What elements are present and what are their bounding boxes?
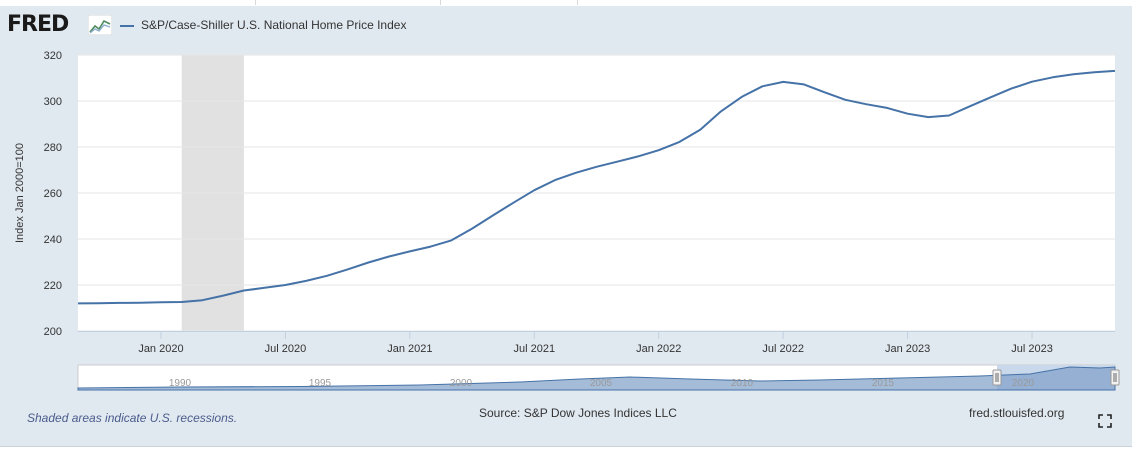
y-axis-label: Index Jan 2000=100 <box>14 143 26 243</box>
data-point <box>1093 71 1095 73</box>
data-point <box>1073 73 1075 75</box>
data-point <box>1114 70 1116 72</box>
navigator-tick-label: 2015 <box>872 378 895 389</box>
legend-label[interactable]: S&P/Case-Shiller U.S. National Home Pric… <box>141 18 407 32</box>
data-point <box>616 161 618 163</box>
toolbar-divider <box>255 0 256 5</box>
data-point <box>990 96 992 98</box>
data-point <box>77 302 79 304</box>
data-point <box>326 275 328 277</box>
fred-logo[interactable]: FRED <box>7 12 69 37</box>
x-tick-label: Jan 2022 <box>636 343 681 355</box>
toolbar-divider <box>577 0 578 5</box>
site-link[interactable]: fred.stlouisfed.org <box>969 406 1065 420</box>
data-point <box>347 268 349 270</box>
data-point <box>699 129 701 131</box>
data-point <box>907 113 909 115</box>
data-point <box>305 280 307 282</box>
data-point <box>264 287 266 289</box>
navigator-handle[interactable] <box>992 369 1002 386</box>
data-point <box>1031 81 1033 83</box>
data-point <box>969 105 971 107</box>
plot-area: 200 220 240 260 280 300 320 Jan 2020 Jul 2020 Jan… <box>44 50 1116 355</box>
y-tick-label: 240 <box>44 234 62 246</box>
data-point <box>471 228 473 230</box>
data-point <box>1010 88 1012 90</box>
data-point <box>886 107 888 109</box>
y-tick-label: 260 <box>44 188 62 200</box>
y-tick-label: 200 <box>44 326 62 338</box>
data-point <box>782 81 784 83</box>
data-point <box>450 239 452 241</box>
x-tick-label: Jan 2020 <box>138 343 183 355</box>
navigator-handle[interactable] <box>1110 369 1120 386</box>
toolbar-divider <box>440 0 441 5</box>
navigator[interactable]: 1990 1995 2000 2005 2010 2015 2020 <box>77 364 1120 391</box>
data-point <box>388 255 390 257</box>
data-point <box>844 99 846 101</box>
x-tick-label: Jul 2020 <box>265 343 307 355</box>
recession-note: Shaded areas indicate U.S. recessions. <box>27 411 238 425</box>
source-note: Source: S&P Dow Jones Indices LLC <box>479 406 677 420</box>
navigator-tick-label: 2000 <box>450 378 473 389</box>
data-point <box>596 166 598 168</box>
data-point <box>492 215 494 217</box>
data-point <box>948 114 950 116</box>
x-tick-label: Jan 2021 <box>387 343 432 355</box>
data-point <box>824 91 826 93</box>
data-point <box>367 261 369 263</box>
data-point <box>678 141 680 143</box>
y-tick-label: 220 <box>44 280 62 292</box>
data-point <box>741 96 743 98</box>
fred-chart-icon <box>88 15 112 35</box>
data-point <box>927 116 929 118</box>
data-point <box>139 302 141 304</box>
data-point <box>637 155 639 157</box>
data-point <box>430 246 432 248</box>
data-point <box>803 83 805 85</box>
x-tick-label: Jul 2023 <box>1011 343 1053 355</box>
navigator-tick-label: 2020 <box>1012 378 1035 389</box>
data-point <box>201 299 203 301</box>
data-point <box>98 302 100 304</box>
data-point <box>181 301 183 303</box>
data-point <box>284 284 286 286</box>
x-tick-label: Jul 2022 <box>762 343 804 355</box>
series-line <box>77 69 1116 305</box>
data-point <box>222 295 224 297</box>
data-point <box>513 202 515 204</box>
navigator-tick-label: 2010 <box>731 378 754 389</box>
data-point <box>720 110 722 112</box>
navigator-series <box>77 366 1116 391</box>
navigator-tick-label: 2005 <box>590 378 613 389</box>
data-point <box>533 189 535 191</box>
x-tick-label: Jul 2021 <box>513 343 555 355</box>
fullscreen-icon[interactable] <box>1098 414 1112 428</box>
y-tick-label: 300 <box>44 96 62 108</box>
data-point <box>160 301 162 303</box>
data-point <box>761 85 763 87</box>
navigator-tick-label: 1990 <box>169 378 192 389</box>
top-toolbar-strip <box>0 0 1140 6</box>
data-point <box>118 302 120 304</box>
x-tick-label: Jan 2023 <box>885 343 930 355</box>
data-point <box>575 172 577 174</box>
data-point <box>865 103 867 105</box>
page-edge <box>1132 0 1140 449</box>
y-tick-label: 280 <box>44 142 62 154</box>
y-tick-label: 320 <box>44 50 62 62</box>
data-point <box>243 290 245 292</box>
data-point <box>658 149 660 151</box>
navigator-tick-label: 1995 <box>309 378 332 389</box>
legend-swatch <box>120 25 134 27</box>
data-point <box>409 250 411 252</box>
data-point <box>1052 76 1054 78</box>
panel-border <box>0 446 1132 447</box>
data-point <box>554 179 556 181</box>
